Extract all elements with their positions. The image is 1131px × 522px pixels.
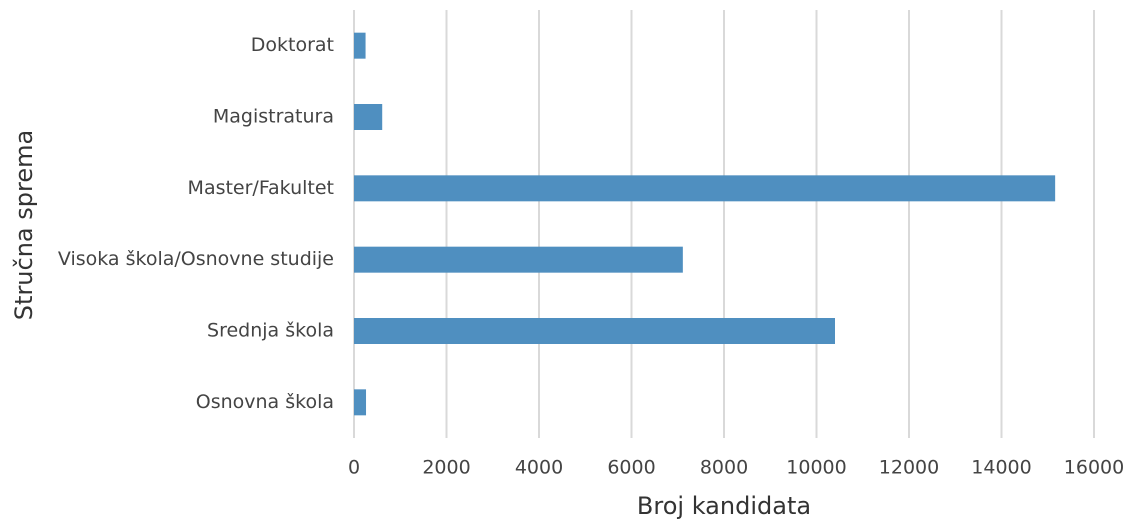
bar (354, 318, 835, 344)
bar (354, 246, 683, 273)
x-tick-label: 8000 (700, 457, 748, 479)
y-axis-title: Stručna sprema (10, 130, 38, 320)
x-tick-label: 6000 (607, 457, 655, 479)
y-tick-label: Doktorat (251, 34, 334, 56)
y-tick-label: Osnovna škola (196, 391, 334, 413)
y-tick-label: Magistratura (213, 106, 334, 128)
bar (354, 104, 383, 130)
x-tick-label: 12000 (879, 457, 939, 479)
y-tick-label: Visoka škola/Osnovne studije (58, 248, 334, 270)
x-tick-label: 14000 (971, 457, 1031, 479)
bar (354, 32, 366, 59)
y-tick-label: Master/Fakultet (188, 177, 334, 199)
x-tick-label: 0 (348, 457, 360, 479)
x-tick-label: 2000 (422, 457, 470, 479)
x-axis-title: Broj kandidata (637, 492, 811, 520)
x-tick-label: 10000 (786, 457, 846, 479)
x-tick-label: 16000 (1064, 457, 1124, 479)
y-tick-label: Srednja škola (207, 320, 334, 342)
x-tick-label: 4000 (515, 457, 563, 479)
bar (354, 389, 367, 416)
bar (354, 175, 1056, 202)
